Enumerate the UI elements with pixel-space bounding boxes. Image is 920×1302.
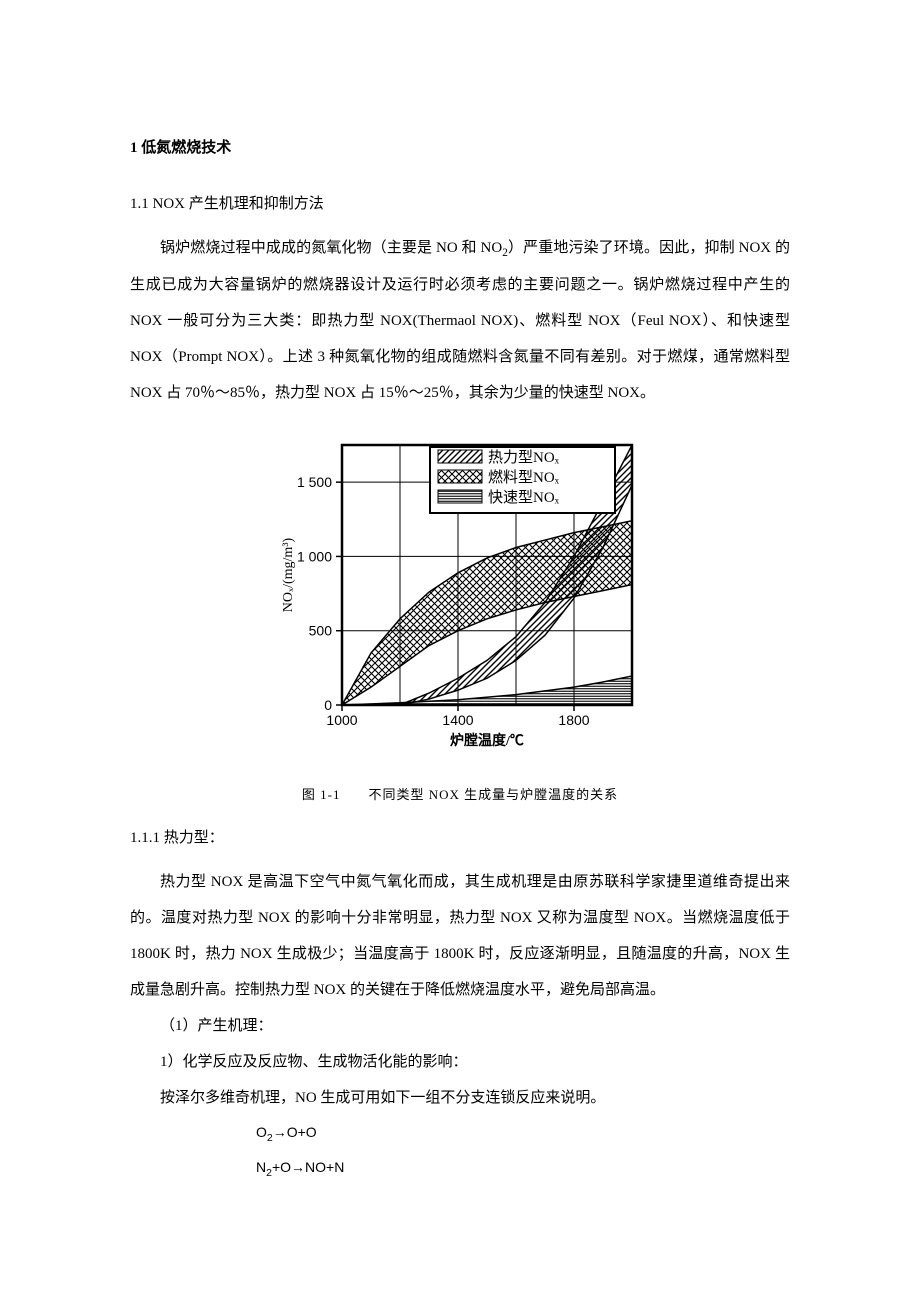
paragraph-zeldovich: 按泽尔多维奇机理，NO 生成可用如下一组不分支连锁反应来说明。: [130, 1080, 790, 1116]
paragraph-thermal: 热力型 NOX 是高温下空气中氮气氧化而成，其生成机理是由原苏联科学家捷里道维奇…: [130, 864, 790, 1008]
svg-text:炉膛温度/℃: 炉膛温度/℃: [450, 732, 524, 749]
heading-3: 1.1.1 热力型：: [130, 820, 790, 856]
paragraph-mechanism-head: （1）产生机理：: [130, 1008, 790, 1044]
svg-text:快速型NOₓ: 快速型NOₓ: [488, 489, 560, 506]
text: 锅炉燃烧过程中成成的氮氧化物（主要是 NO 和 NO: [160, 240, 502, 256]
figure-caption: 图 1-1 不同类型 NOX 生成量与炉膛温度的关系: [130, 779, 790, 810]
heading-1: 1 低氮燃烧技术: [130, 130, 790, 166]
text: +O→NO+N: [272, 1159, 344, 1175]
svg-text:1800: 1800: [558, 712, 589, 728]
paragraph-intro: 锅炉燃烧过程中成成的氮氧化物（主要是 NO 和 NO2）严重地污染了环境。因此，…: [130, 230, 790, 411]
figure-1-1: 05001 0001 500100014001800NOₓ/(mg/m³)炉膛温…: [130, 425, 790, 769]
document-page: 1 低氮燃烧技术 1.1 NOX 产生机理和抑制方法 锅炉燃烧过程中成成的氮氧化…: [0, 0, 920, 1246]
chart-nox-vs-temperature: 05001 0001 500100014001800NOₓ/(mg/m³)炉膛温…: [270, 425, 650, 765]
svg-text:燃料型NOₓ: 燃料型NOₓ: [488, 468, 560, 486]
equation-1: O2→O+O: [256, 1116, 790, 1151]
svg-text:NOₓ/(mg/m³): NOₓ/(mg/m³): [281, 537, 296, 612]
equation-2: N2+O→NO+N: [256, 1151, 790, 1186]
svg-text:500: 500: [309, 623, 333, 639]
svg-text:1000: 1000: [326, 712, 357, 728]
svg-text:1400: 1400: [442, 712, 473, 728]
text: N: [256, 1159, 266, 1175]
svg-text:1 500: 1 500: [297, 474, 332, 490]
paragraph-reaction-head: 1）化学反应及反应物、生成物活化能的影响：: [130, 1044, 790, 1080]
heading-2: 1.1 NOX 产生机理和抑制方法: [130, 186, 790, 222]
svg-text:热力型NOₓ: 热力型NOₓ: [488, 449, 560, 466]
svg-text:1 000: 1 000: [297, 548, 332, 564]
svg-text:0: 0: [324, 697, 332, 713]
text: O: [256, 1124, 267, 1140]
text: ）严重地污染了环境。因此，抑制 NOX 的生成已成为大容量锅炉的燃烧器设计及运行…: [130, 240, 790, 401]
text: →O+O: [273, 1124, 317, 1140]
